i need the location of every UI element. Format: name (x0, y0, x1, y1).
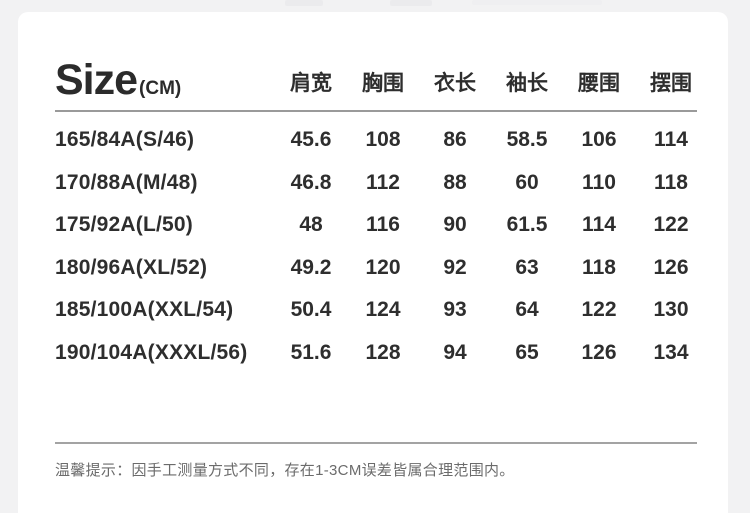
size-value: 64 (515, 298, 539, 322)
size-value: 118 (582, 255, 616, 279)
size-value: 112 (366, 170, 400, 194)
size-value: 88 (443, 170, 467, 194)
table-row: 180/96A(XL/52) 49.2 120 92 63 118 126 (55, 247, 728, 290)
footer-divider (55, 442, 697, 444)
size-value: 94 (443, 340, 467, 364)
column-header-length: 衣长 (434, 72, 476, 95)
size-value: 65 (515, 340, 539, 364)
column-header-sleeve: 袖长 (506, 72, 548, 95)
table-row: 185/100A(XXL/54) 50.4 124 93 64 122 130 (55, 289, 728, 332)
size-value: 130 (653, 298, 689, 322)
size-unit-label: (CM) (139, 78, 182, 99)
cropped-content-remnant (390, 0, 432, 6)
size-value: 114 (654, 128, 688, 152)
size-value: 61.5 (506, 213, 548, 237)
header-divider (55, 110, 697, 112)
table-row: 190/104A(XXXL/56) 51.6 128 94 65 126 134 (55, 332, 728, 375)
column-header-chest: 胸围 (362, 72, 404, 95)
size-value: 51.6 (290, 340, 332, 364)
table-row: 170/88A(M/48) 46.8 112 88 60 110 118 (55, 162, 728, 205)
size-value: 48 (299, 213, 323, 237)
size-value: 124 (365, 298, 401, 322)
size-label: 175/92A(L/50) (55, 213, 194, 237)
size-label: 170/88A(M/48) (55, 170, 198, 194)
size-value: 50.4 (290, 298, 332, 322)
size-label: 190/104A(XXXL/56) (55, 340, 248, 364)
size-value: 116 (366, 213, 400, 237)
size-value: 120 (365, 255, 401, 279)
size-value: 45.6 (290, 128, 332, 152)
size-value: 122 (653, 213, 689, 237)
size-value: 128 (365, 340, 401, 364)
size-title: Size (55, 56, 138, 104)
size-value: 93 (443, 298, 467, 322)
size-chart-card: Size (CM) 肩宽 胸围 衣长 袖长 腰围 摆围 165/84A(S/46… (18, 12, 728, 513)
size-value: 92 (443, 255, 467, 279)
size-value: 118 (654, 170, 688, 194)
column-header-hem: 摆围 (650, 72, 692, 95)
size-value: 63 (515, 255, 539, 279)
size-value: 110 (582, 170, 616, 194)
size-label: 180/96A(XL/52) (55, 255, 208, 279)
size-value: 114 (582, 213, 616, 237)
cropped-content-remnant (472, 0, 602, 5)
size-value: 126 (581, 340, 617, 364)
size-value: 126 (653, 255, 689, 279)
size-value: 108 (365, 128, 401, 152)
table-header-row: Size (CM) 肩宽 胸围 衣长 袖长 腰围 摆围 (55, 12, 728, 110)
column-header-waist: 腰围 (578, 72, 620, 95)
size-value: 106 (581, 128, 617, 152)
table-row: 175/92A(L/50) 48 116 90 61.5 114 122 (55, 204, 728, 247)
page-title: Size (CM) (55, 59, 275, 110)
size-value: 46.8 (290, 170, 332, 194)
size-value: 90 (443, 213, 467, 237)
size-value: 122 (581, 298, 617, 322)
table-row: 165/84A(S/46) 45.6 108 86 58.5 106 114 (55, 119, 728, 162)
size-value: 60 (515, 170, 539, 194)
column-header-shoulder: 肩宽 (290, 72, 332, 95)
size-value: 58.5 (506, 128, 548, 152)
size-value: 49.2 (290, 255, 332, 279)
size-value: 86 (443, 128, 467, 152)
table-body: 165/84A(S/46) 45.6 108 86 58.5 106 114 1… (18, 112, 728, 374)
size-label: 185/100A(XXL/54) (55, 298, 234, 322)
measurement-note: 温馨提示：因手工测量方式不同，存在1-3CM误差皆属合理范围内。 (55, 462, 515, 479)
size-value: 134 (653, 340, 689, 364)
cropped-content-remnant (285, 0, 323, 6)
size-label: 165/84A(S/46) (55, 128, 195, 152)
